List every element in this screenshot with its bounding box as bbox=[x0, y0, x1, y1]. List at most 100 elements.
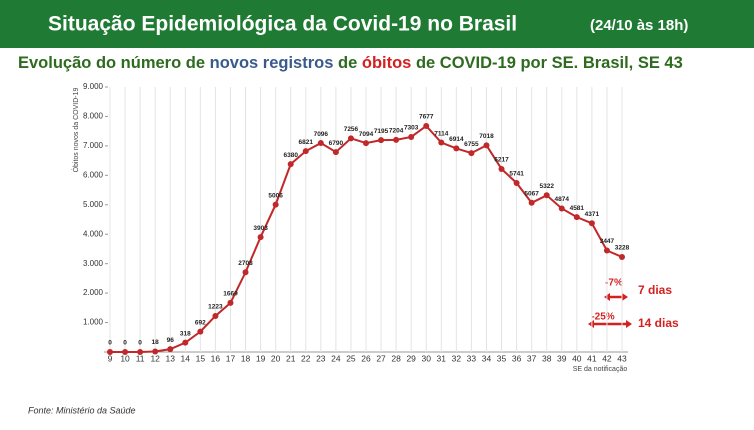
data-point bbox=[363, 140, 369, 147]
x-tick-label: 12 bbox=[150, 353, 160, 363]
x-tick-label: 41 bbox=[587, 353, 597, 363]
x-tick-label: 40 bbox=[572, 353, 582, 363]
data-point bbox=[483, 142, 490, 149]
x-tick-label: 19 bbox=[256, 353, 266, 363]
data-point bbox=[332, 149, 339, 156]
data-point bbox=[378, 137, 385, 144]
data-point bbox=[408, 133, 415, 140]
data-label: 3228 bbox=[615, 245, 630, 252]
annotation-period: 7 dias bbox=[638, 283, 672, 297]
data-point bbox=[242, 269, 249, 276]
data-label: 0 bbox=[108, 340, 112, 347]
data-label: 18 bbox=[152, 339, 160, 346]
x-tick-label: 26 bbox=[361, 353, 371, 363]
subtitle: Evolução do número de novos registros de… bbox=[18, 54, 683, 72]
data-point bbox=[558, 205, 565, 212]
y-tick-label: 1.000 bbox=[83, 318, 104, 327]
data-point bbox=[588, 220, 595, 227]
data-point bbox=[453, 145, 460, 152]
y-axis-label: Óbitos novos da COVID-19 bbox=[71, 87, 80, 172]
data-point bbox=[619, 253, 625, 260]
subtitle-part: de COVID-19 por SE. Brasil, SE 43 bbox=[411, 54, 682, 72]
x-tick-label: 42 bbox=[602, 353, 612, 363]
data-label: 4874 bbox=[555, 196, 570, 203]
x-tick-label: 23 bbox=[316, 353, 326, 363]
subtitle-part: óbitos bbox=[362, 54, 412, 72]
data-label: 4581 bbox=[570, 205, 585, 212]
data-point bbox=[468, 150, 475, 157]
title: Situação Epidemiológica da Covid-19 no B… bbox=[48, 13, 517, 36]
x-tick-label: 39 bbox=[557, 353, 567, 363]
data-point bbox=[182, 339, 189, 346]
subtitle-part: novos registros bbox=[210, 54, 334, 72]
x-tick-label: 18 bbox=[241, 353, 251, 363]
data-point bbox=[302, 148, 309, 155]
x-tick-label: 35 bbox=[497, 353, 507, 363]
data-label: 7677 bbox=[419, 114, 434, 121]
data-point bbox=[197, 328, 204, 335]
header-bar bbox=[0, 0, 754, 48]
x-tick-label: 22 bbox=[301, 353, 311, 363]
data-label: 7094 bbox=[359, 131, 374, 138]
data-point bbox=[317, 140, 324, 147]
data-label: 692 bbox=[195, 319, 206, 326]
data-point bbox=[498, 165, 505, 172]
data-label: 5322 bbox=[539, 183, 554, 190]
x-tick-label: 11 bbox=[136, 353, 145, 363]
title-note: (24/10 às 18h) bbox=[590, 17, 688, 34]
x-tick-label: 43 bbox=[617, 353, 627, 363]
data-point bbox=[573, 214, 580, 221]
data-point bbox=[513, 179, 520, 186]
x-tick-label: 38 bbox=[542, 353, 552, 363]
data-label: 7204 bbox=[389, 128, 404, 135]
x-tick-label: 29 bbox=[406, 353, 416, 363]
data-point bbox=[603, 247, 610, 254]
x-tick-label: 27 bbox=[376, 353, 386, 363]
data-point bbox=[287, 161, 294, 168]
annotation-period: 14 dias bbox=[638, 316, 679, 330]
data-point bbox=[347, 135, 354, 142]
data-label: 7096 bbox=[314, 131, 329, 138]
data-label: 7195 bbox=[374, 128, 389, 135]
x-tick-label: 21 bbox=[286, 353, 296, 363]
x-tick-label: 31 bbox=[437, 353, 447, 363]
data-label: 5741 bbox=[509, 171, 524, 178]
data-label: 7114 bbox=[434, 130, 448, 137]
x-tick-label: 15 bbox=[196, 353, 206, 363]
data-point bbox=[212, 312, 219, 319]
data-point bbox=[167, 346, 174, 353]
x-tick-label: 10 bbox=[120, 353, 130, 363]
data-point bbox=[122, 349, 129, 355]
y-tick-label: 6.000 bbox=[83, 170, 104, 179]
data-label: 6914 bbox=[449, 136, 464, 143]
x-tick-label: 13 bbox=[166, 353, 176, 363]
subtitle-part: de bbox=[333, 54, 361, 72]
data-point bbox=[272, 201, 279, 208]
data-label: 318 bbox=[180, 330, 191, 337]
data-point bbox=[423, 122, 430, 129]
y-tick-label: 3.000 bbox=[83, 259, 104, 268]
data-point bbox=[438, 139, 445, 146]
data-label: 6217 bbox=[494, 157, 509, 164]
x-tick-label: 34 bbox=[482, 353, 492, 363]
data-label: 2708 bbox=[238, 260, 253, 267]
data-point bbox=[227, 299, 234, 306]
data-label: 6380 bbox=[283, 152, 298, 159]
data-point bbox=[137, 349, 144, 355]
y-tick-label: 5.000 bbox=[83, 200, 104, 209]
y-tick-label: 9.000 bbox=[83, 82, 104, 91]
data-label: 5067 bbox=[524, 191, 539, 198]
data-point bbox=[543, 192, 550, 199]
x-tick-label: 16 bbox=[211, 353, 221, 363]
x-tick-label: 32 bbox=[452, 353, 462, 363]
data-label: 0 bbox=[123, 340, 127, 347]
data-point bbox=[107, 349, 113, 355]
x-tick-label: 25 bbox=[346, 353, 356, 363]
data-label: 96 bbox=[167, 337, 175, 344]
x-tick-label: 17 bbox=[226, 353, 236, 363]
data-label: 5006 bbox=[268, 192, 283, 199]
x-tick-label: 30 bbox=[422, 353, 432, 363]
data-label: 0 bbox=[138, 340, 142, 347]
subtitle-part: Evolução do número de bbox=[18, 54, 210, 72]
